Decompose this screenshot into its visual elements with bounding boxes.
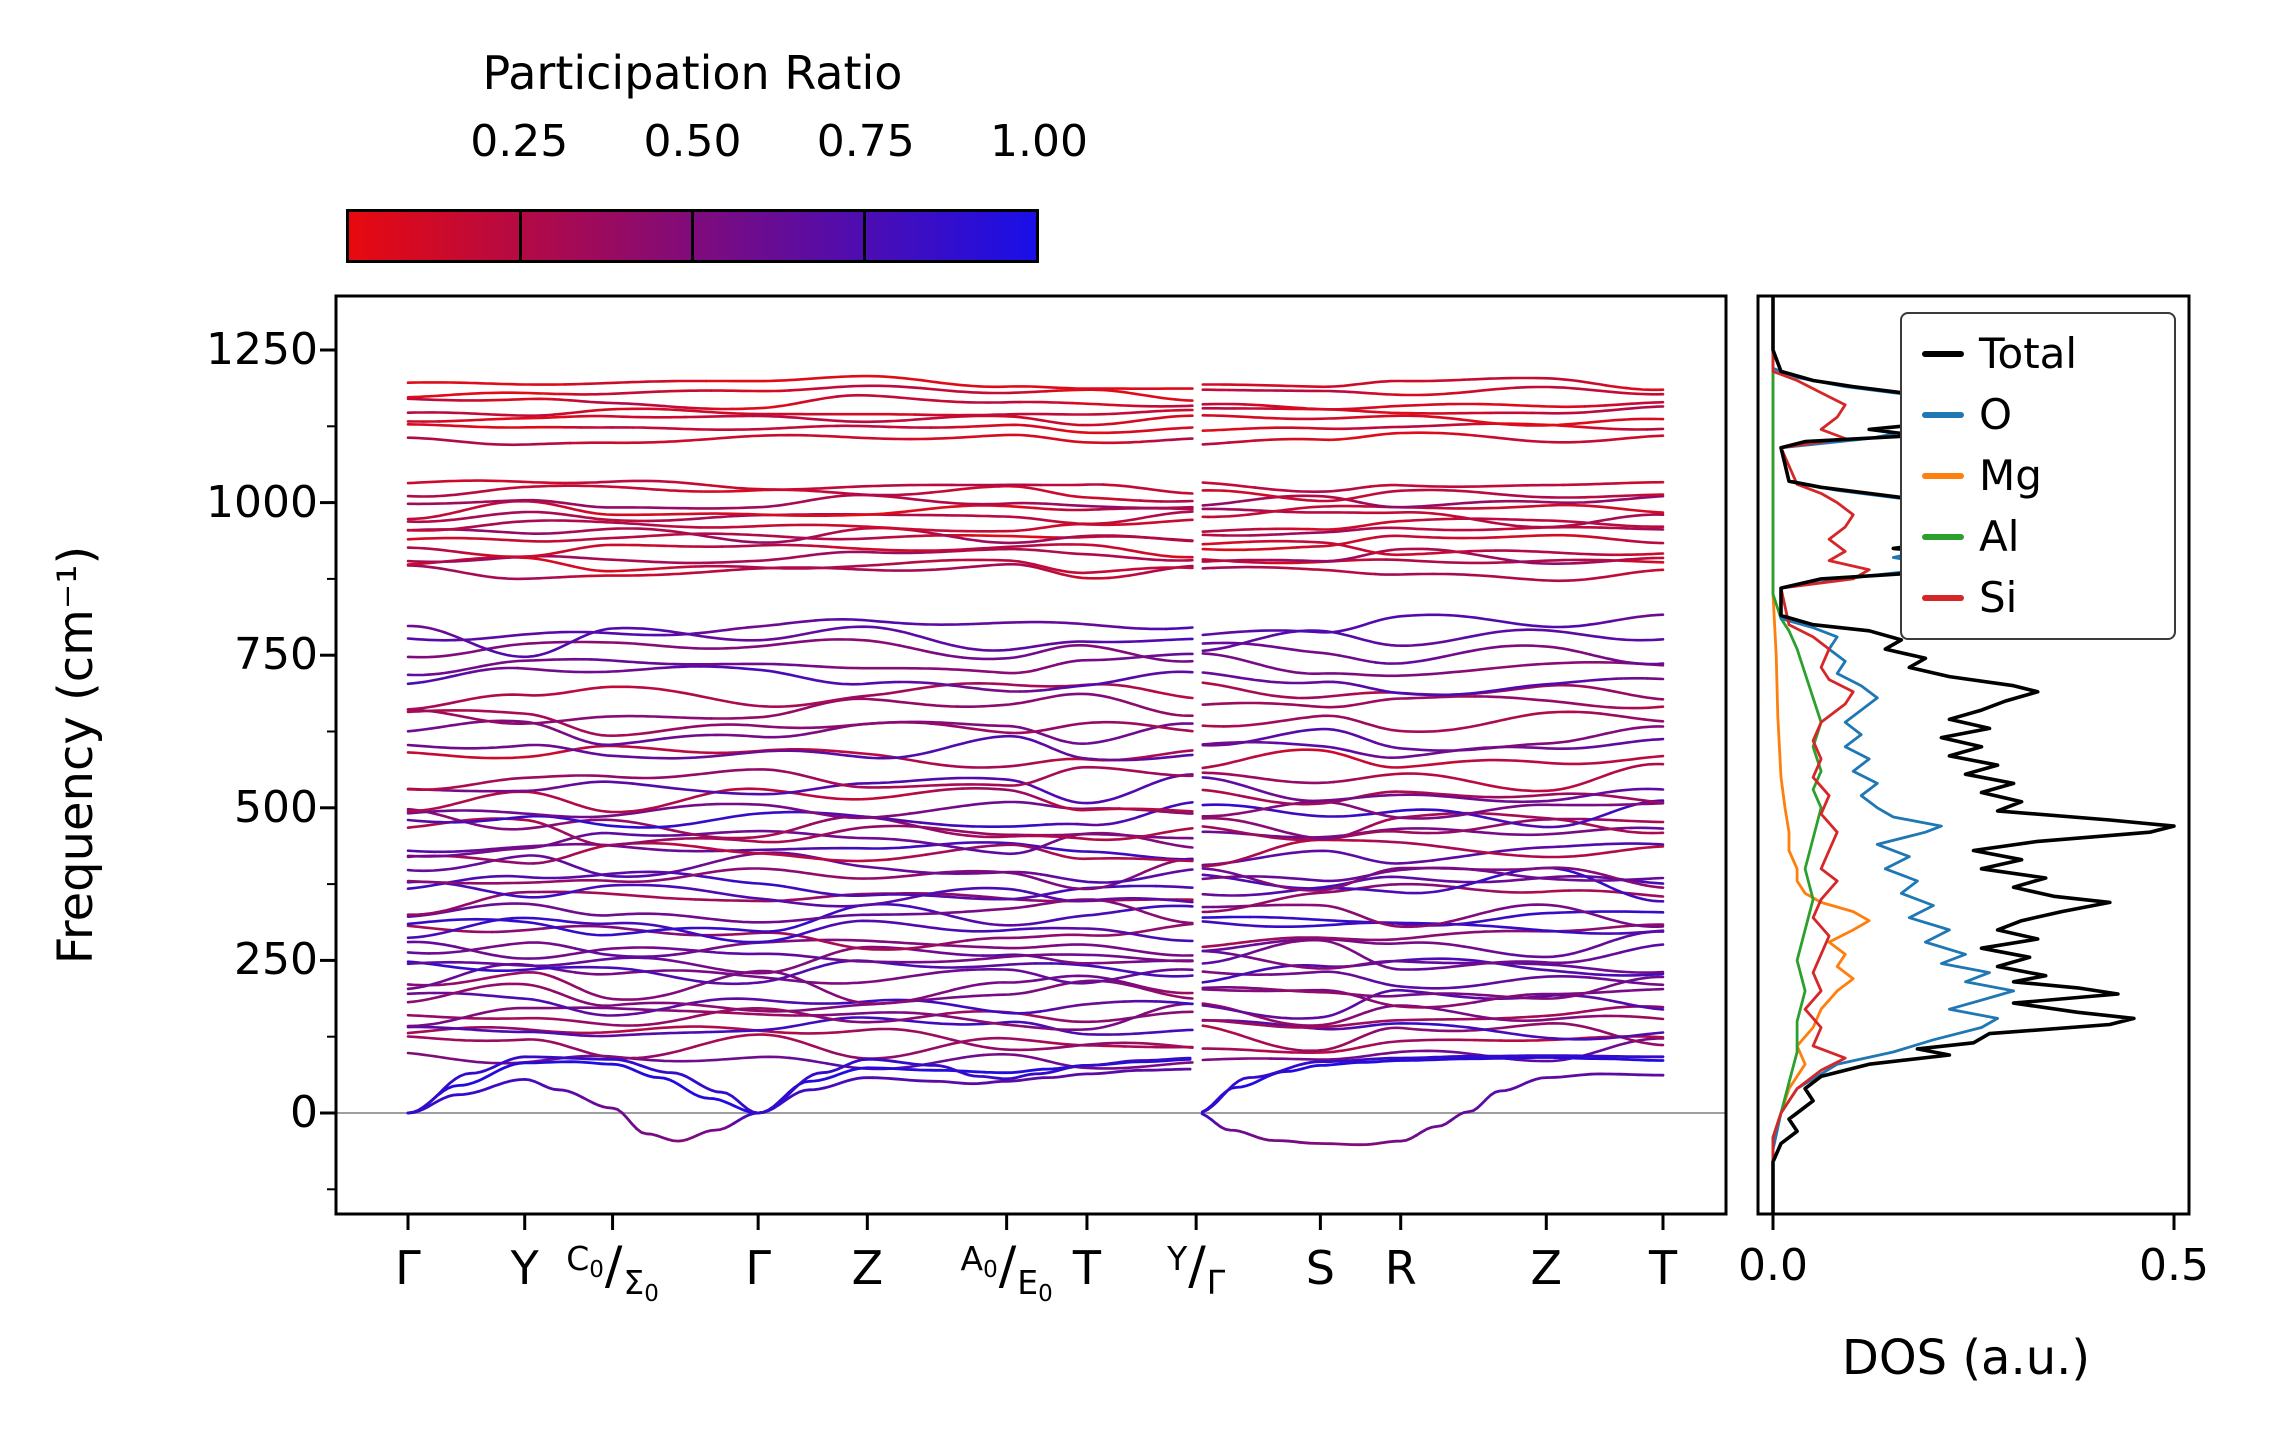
legend-entry-o: O <box>1922 391 2174 439</box>
colorbar-tick-label: 1.00 <box>990 116 1088 167</box>
y-tick-label: 0 <box>290 1087 318 1138</box>
legend-label: Si <box>1979 573 2018 622</box>
y-tick-label: 1000 <box>206 476 318 528</box>
colorbar-tick <box>862 212 866 260</box>
x-tick-label-Y: Y <box>510 1241 539 1295</box>
x-tick-label-T: T <box>1072 1241 1101 1295</box>
y-tick-label: 750 <box>234 629 318 681</box>
legend-entry-al: Al <box>1922 513 2174 561</box>
legend-entry-mg: Mg <box>1922 452 2174 500</box>
colorbar-tick <box>691 212 694 260</box>
legend-line-sample <box>1922 351 1964 357</box>
x-tick-label-: Γ <box>395 1241 421 1295</box>
colorbar-title: Participation Ratio <box>482 46 903 100</box>
legend-label: Al <box>1979 512 2020 561</box>
legend-entry-si: Si <box>1922 574 2174 622</box>
legend-line-sample <box>1922 412 1964 418</box>
colorbar-tick-label: 0.50 <box>643 116 742 167</box>
x-tick-label-Y: Y/Γ <box>1167 1236 1226 1302</box>
x-tick-label-T: T <box>1648 1241 1678 1295</box>
x-tick-label-Z: Z <box>1530 1241 1563 1295</box>
legend-line-sample <box>1922 473 1964 479</box>
colorbar-tick-label: 0.25 <box>470 116 569 167</box>
y-axis-label: Frequency (cm⁻¹) <box>48 545 104 965</box>
colorbar <box>346 209 1039 263</box>
legend-label: Mg <box>1979 451 2042 500</box>
colorbar-tick <box>519 212 523 260</box>
legend-line-sample <box>1922 534 1964 540</box>
legend-line-sample <box>1922 595 1964 601</box>
colorbar-tick-label: 0.75 <box>816 116 915 167</box>
dos-tick-label: 0.5 <box>2139 1240 2209 1291</box>
dos-axis-label: DOS (a.u.) <box>1841 1330 2091 1386</box>
x-tick-label-S: S <box>1305 1241 1335 1295</box>
y-tick-label: 250 <box>234 934 318 986</box>
legend-entry-total: Total <box>1922 330 2174 378</box>
x-tick-label-C00: C0/Σ0 <box>566 1236 659 1307</box>
x-tick-label-Z: Z <box>851 1241 884 1295</box>
legend-label: O <box>1979 390 2013 439</box>
x-tick-label-A0E0: A0/E0 <box>960 1236 1053 1307</box>
x-tick-label-R: R <box>1384 1241 1417 1295</box>
y-tick-label: 1250 <box>206 324 318 375</box>
y-tick-label: 500 <box>234 781 318 833</box>
x-tick-label-: Γ <box>745 1241 771 1295</box>
dos-tick-label: 0.0 <box>1738 1240 1808 1291</box>
legend-label: Total <box>1979 329 2078 378</box>
legend: Total O Mg Al Si <box>1900 312 2176 640</box>
